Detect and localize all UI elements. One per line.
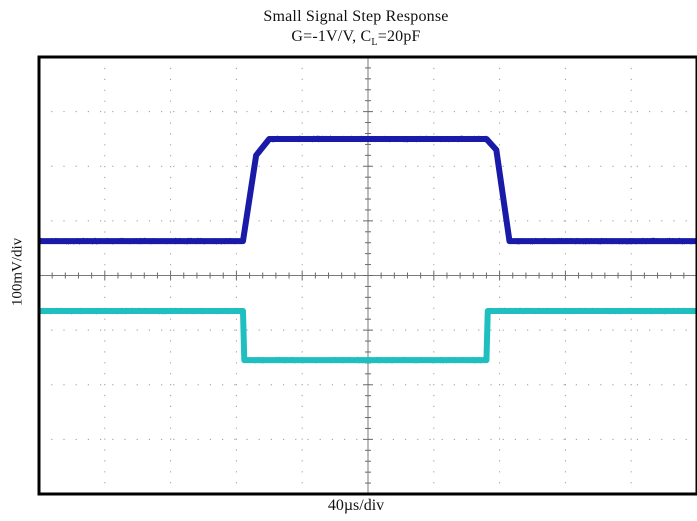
chart-subtitle: G=-1V/V, CL=20pF xyxy=(0,27,697,52)
subtitle-subscript: L xyxy=(371,37,378,49)
chart-title: Small Signal Step Response xyxy=(263,8,449,25)
trace-1 xyxy=(38,135,697,245)
trace-1-line xyxy=(39,135,697,245)
series-layer xyxy=(38,135,697,364)
grid xyxy=(38,56,697,495)
x-axis-label: 40µs/div xyxy=(327,497,385,514)
subtitle-suffix: =20pF xyxy=(377,28,421,45)
plot-frame xyxy=(37,55,697,496)
trace-2 xyxy=(38,307,697,364)
subtitle-prefix: G=-1V/V, C xyxy=(291,28,372,45)
trace-2-line xyxy=(39,308,697,364)
